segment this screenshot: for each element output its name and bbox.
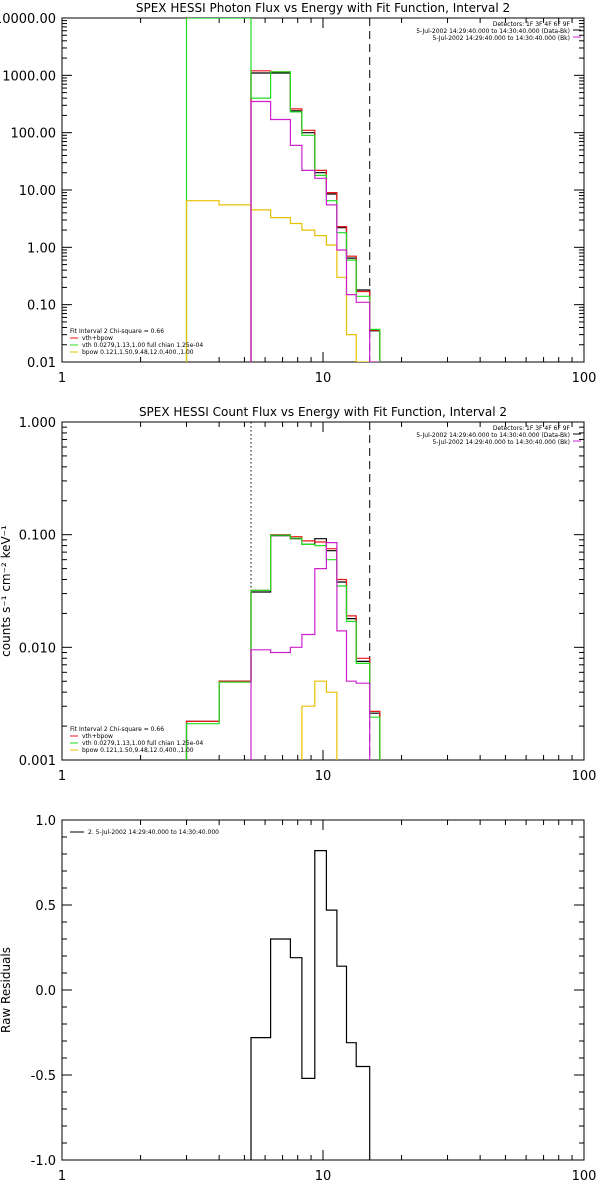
series-line-data [185,535,381,760]
chart-title: SPEX HESSI Photon Flux vs Energy with Fi… [136,1,510,15]
series-line-2-5-jul-2002-14-29-40-000-to-14-30-40-000 [250,850,371,1160]
x-tick-label: 1 [58,1169,66,1184]
y-axis-label: Raw Residuals [0,947,13,1033]
y-tick-label: 1.000 [19,416,56,431]
chart-panel-count: SPEX HESSI Count Flux vs Energy with Fit… [0,405,596,784]
legend-entry: vth+bpow [82,335,113,342]
x-tick-label: 1 [58,769,66,784]
plot-frame [61,421,585,761]
y-tick-label: 0.10 [27,299,56,314]
legend-entry: Fit Interval 2 Chi-square = 0.66 [70,726,164,733]
plot-frame [61,17,585,363]
series-group [185,534,381,760]
series-group [250,850,371,1160]
legend-entry: Fit Interval 2 Chi-square = 0.66 [70,328,164,335]
legend-entry: 2. 5-Jul-2002 14:29:40.000 to 14:30:40.0… [88,829,219,836]
y-tick-label: 0.0 [35,984,56,999]
chart-panel-resid: Raw Residuals 1 10 100 -1.0 -0.5 0.0 0.5 1.0 2. 5… [0,814,596,1184]
series-line-vth [185,18,381,362]
info-text: Detectors: 1F 3F 4F 6F 9F [493,21,571,28]
x-tick-label: 100 [572,769,597,784]
x-tick-label: 100 [572,371,597,386]
chart-panel-photon: SPEX HESSI Photon Flux vs Energy with Fi… [0,1,596,386]
legend-entry: vth+bpow [82,733,113,740]
series-line-bpow [185,200,370,362]
series-line-vth [185,534,381,760]
plot-frame [61,819,585,1161]
series-line-vth-bpow [250,100,380,362]
info-text: 5-Jul-2002 14:29:40.000 to 14:30:40.000 … [432,35,570,42]
series-line-bpow [301,680,338,760]
legend-entry: bpow 0.121,1.50,9.48,12.0,400.,1.00 [82,747,194,754]
x-tick-label: 1 [58,371,66,386]
x-tick-label: 10 [315,1169,332,1184]
legend-entry: vth 0.0279,1.13,1.00 full chian 1.25e-04 [82,342,203,349]
y-tick-label: 0.5 [35,899,56,914]
y-tick-label: 0.010 [19,641,56,656]
legend-entry: bpow 0.121,1.50,9.48,12.0,400.,1.00 [82,349,194,356]
x-tick-label: 10 [315,769,332,784]
y-tick-label: 0.01 [27,356,56,371]
y-tick-label: 1000.00 [2,69,56,84]
series-group [185,18,381,362]
info-text: Detectors: 1F 3F 4F 6F 9F [493,425,571,432]
info-text: 5-Jul-2002 14:29:40.000 to 14:30:40.000 … [432,439,570,446]
legend-entry: vth 0.0279,1.13,1.00 full chian 1.25e-04 [82,740,203,747]
series-line-vth-bpow [250,542,371,760]
y-tick-label: -1.0 [31,1154,56,1169]
info-text: 5-Jul-2002 14:29:40.000 to 14:30:40.000 … [416,28,570,35]
x-tick-label: 10 [315,371,332,386]
y-tick-label: 1.00 [27,241,56,256]
y-tick-label: 10000.00 [0,12,56,27]
y-tick-label: 0.001 [19,754,56,769]
y-tick-label: 0.100 [19,529,56,544]
y-tick-label: 1.0 [35,814,56,829]
y-tick-label: -0.5 [31,1069,56,1084]
y-tick-label: 10.00 [19,184,56,199]
y-axis-label: counts s⁻¹ cm⁻² keV⁻¹ [0,525,13,657]
y-tick-label: 100.00 [11,127,57,142]
x-tick-label: 100 [572,1169,597,1184]
series-line-vth-bpow [185,534,381,760]
info-text: 5-Jul-2002 14:29:40.000 to 14:30:40.000 … [416,432,570,439]
chart-title: SPEX HESSI Count Flux vs Energy with Fit… [139,405,507,419]
